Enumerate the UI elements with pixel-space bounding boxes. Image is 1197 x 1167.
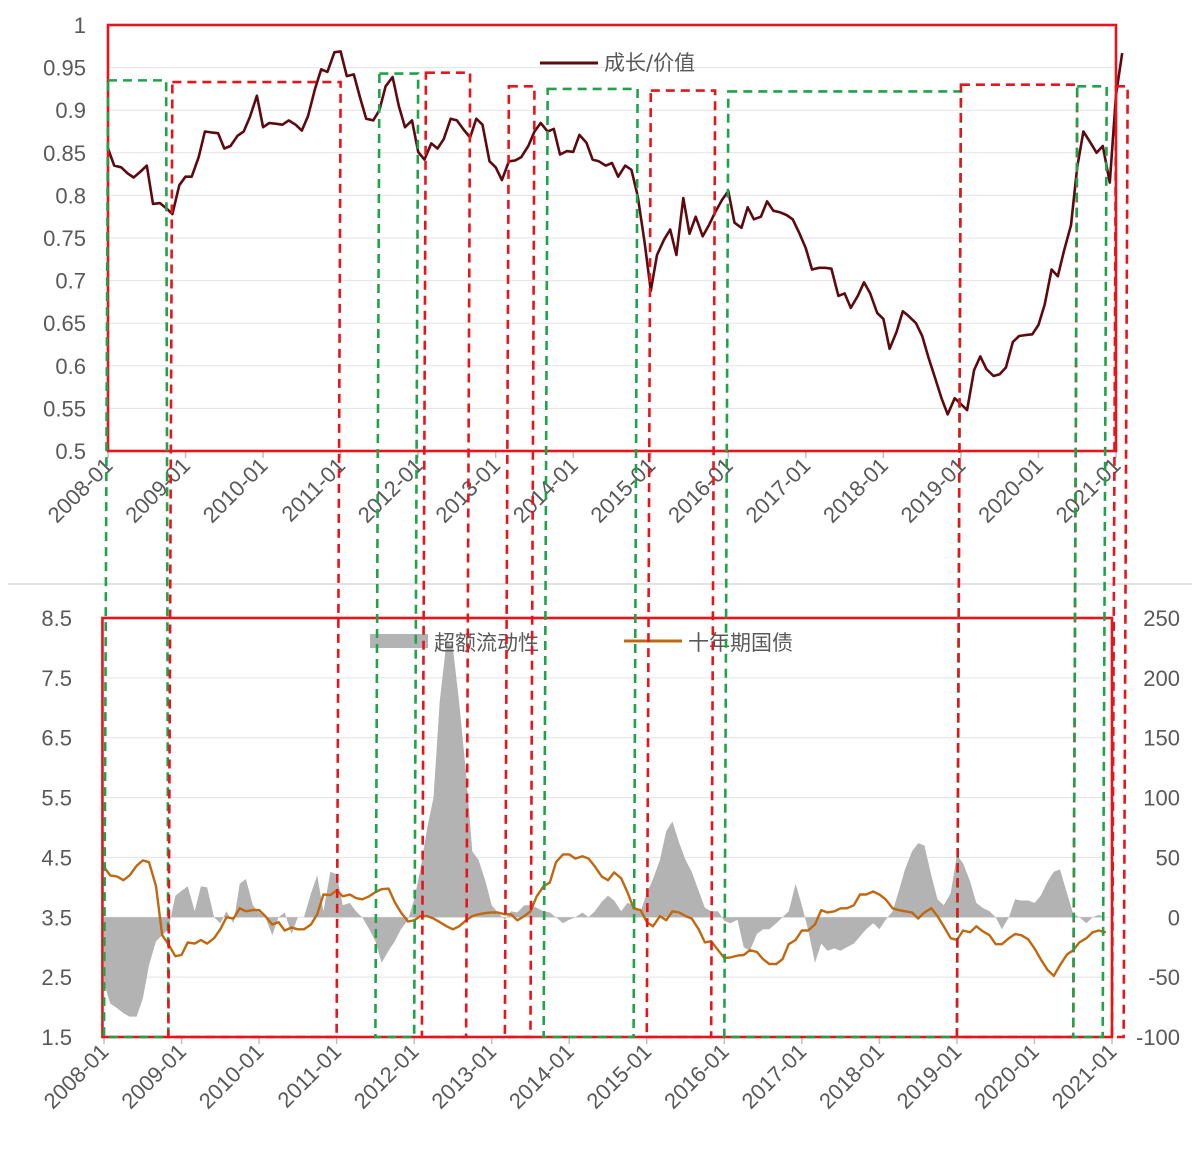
top-y-tick-label: 0.55 [43,396,86,421]
bottom-y-left-tick-label: 7.5 [41,666,72,691]
series-line-treasury [103,853,1107,978]
bottom-x-tick-label: 2018-01 [814,1039,889,1114]
bottom-y-left-tick-label: 4.5 [41,845,72,870]
series-line-growth-value [106,50,1124,416]
highlight-box-red-dashed [420,71,472,1039]
bottom-y-right-tick-label: 250 [1143,606,1180,631]
bottom-x-tick-label: 2009-01 [116,1039,191,1114]
top-y-tick-label: 0.85 [43,141,86,166]
top-y-axis: 0.5 0.55 0.6 0.65 0.7 0.75 0.8 0.85 0.9 0.95 1 [43,13,86,464]
top-x-tick-label: 2010-01 [198,453,273,528]
top-y-tick-label: 0.65 [43,311,86,336]
top-y-tick-label: 0.75 [43,226,86,251]
bottom-y-right-tick-label: 100 [1143,786,1180,811]
bottom-x-axis: 2008-01 2009-01 2010-01 2011-01 2012-01 2013-… [39,1036,1122,1114]
bottom-y-right-tick-label: -50 [1148,965,1180,990]
bottom-x-tick-label: 2014-01 [504,1039,579,1114]
highlight-box-green-dashed [723,90,963,1039]
top-x-tick-label: 2017-01 [741,453,816,528]
bottom-y-left-tick-label: 2.5 [41,965,72,990]
bottom-series [103,639,1112,1017]
bottom-y-left-tick-label: 1.5 [41,1025,72,1050]
highlight-box-green-dashed [1071,85,1109,1039]
legend-label-excess-liquidity: 超额流动性 [434,631,539,655]
top-y-tick-label: 0.7 [55,269,86,294]
top-series [106,50,1124,416]
bottom-x-tick-label: 2011-01 [273,1039,347,1113]
bottom-y-axis-right: -100 -50 0 50 100 150 200 250 [1136,606,1180,1050]
bottom-y-left-tick-label: 8.5 [41,606,72,631]
bottom-y-axis-left: 1.5 2.5 3.5 4.5 5.5 6.5 7.5 8.5 [41,606,72,1050]
highlight-box-red-dashed [1110,85,1129,1039]
bottom-y-left-tick-label: 3.5 [41,905,72,930]
bottom-x-tick-label: 2012-01 [349,1039,424,1114]
bottom-x-tick-label: 2013-01 [426,1039,501,1114]
bottom-y-left-tick-label: 6.5 [41,726,72,751]
top-y-tick-label: 0.6 [55,354,86,379]
highlight-box-red-dashed [645,89,717,1039]
top-legend: 成长/价值 [540,51,695,75]
top-x-tick-label: 2009-01 [120,453,195,528]
highlight-box-red-dashed [167,80,342,1039]
bottom-x-tick-label: 2015-01 [582,1039,657,1114]
bottom-x-tick-label: 2019-01 [892,1039,967,1114]
bottom-y-right-tick-label: 150 [1143,726,1180,751]
bottom-y-right-tick-label: 200 [1143,666,1180,691]
bottom-x-tick-label: 2021-01 [1047,1039,1122,1114]
highlight-box-green-dashed [374,72,420,1039]
top-x-tick-label: 2018-01 [818,453,893,528]
top-y-tick-label: 1 [74,13,86,38]
bottom-y-right-tick-label: 0 [1168,905,1180,930]
top-y-tick-label: 0.8 [55,183,86,208]
top-y-tick-label: 0.95 [43,56,86,81]
highlight-box-green-dashed [542,87,639,1039]
highlight-boxes [101,23,1129,1039]
bottom-gridlines [104,617,1112,1038]
highlight-box-green-dashed [102,79,170,1039]
bottom-x-tick-label: 2017-01 [737,1039,812,1114]
highlight-box-red-dashed [503,85,536,1039]
series-area-excess-liquidity [104,639,1112,1017]
top-y-tick-label: 0.5 [55,439,86,464]
highlight-frame-bottom [101,616,1114,1039]
top-y-tick-label: 0.9 [55,98,86,123]
bottom-x-tick-label: 2020-01 [969,1039,1044,1114]
bottom-legend: 超额流动性 十年期国债 [370,631,793,655]
bottom-x-tick-label: 2008-01 [39,1039,114,1114]
legend-swatch-excess-liquidity [370,634,428,648]
bottom-y-right-tick-label: -100 [1136,1025,1180,1050]
legend-label-growth-value: 成长/价值 [604,51,695,75]
bottom-y-left-tick-label: 5.5 [41,786,72,811]
bottom-y-right-tick-label: 50 [1156,845,1180,870]
legend-label-treasury: 十年期国债 [688,631,793,655]
bottom-x-tick-label: 2010-01 [194,1039,269,1114]
top-x-axis: 2008-01 2009-01 2010-01 2011-01 2012-01 2013-… [43,450,1126,528]
top-x-tick-label: 2020-01 [973,453,1048,528]
bottom-x-tick-label: 2016-01 [659,1039,734,1114]
